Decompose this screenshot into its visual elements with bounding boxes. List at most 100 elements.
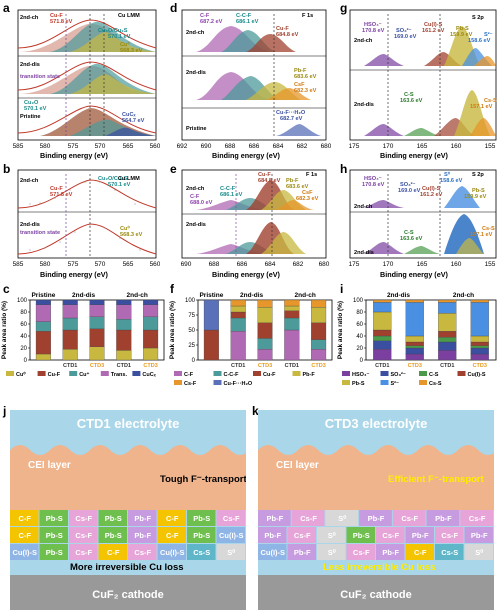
xps-cu-lmm-b: 2nd-ch 2nd-dis Cu-F 571.8 eV Cu₂O/Cu₂S 5…	[13, 169, 160, 268]
cei-block-label: Cs-F	[382, 531, 399, 540]
annotation: 169.0 eV	[394, 34, 417, 40]
x-axis-label: Binding energy (eV)	[40, 151, 108, 160]
y-tick-label: 60	[20, 322, 27, 328]
y-tick-label: 0	[192, 358, 196, 364]
annotation: Cu-F	[50, 186, 63, 192]
row-label: 2nd-dis	[20, 62, 40, 68]
bar-segment	[470, 341, 489, 346]
annotation: Cu₂O	[24, 100, 39, 106]
svg-text:565: 565	[123, 143, 134, 150]
row-label: 2nd-ch	[186, 186, 205, 192]
annotation: 682.3 eV	[296, 196, 319, 202]
bar-segment	[438, 299, 457, 303]
x-axis-label: Binding energy (eV)	[380, 151, 448, 160]
bar-segment	[143, 316, 159, 331]
bar-segment	[143, 329, 159, 349]
cei-block	[69, 510, 98, 526]
panel-label-d: d	[170, 1, 178, 15]
legend-swatch	[457, 371, 466, 376]
cei-block	[10, 510, 39, 526]
bar-segment	[62, 304, 78, 319]
y-tick-label: 25	[188, 343, 195, 349]
bar-segment	[405, 335, 424, 343]
xps-f1s-d: 2nd-ch 2nd-dis Pristine C-F 687.2 eV C-C…	[177, 9, 331, 150]
row-label: 2nd-dis	[354, 250, 374, 256]
bar-segment	[35, 304, 51, 322]
legend-label: CuCₓ	[142, 372, 156, 378]
legend-swatch	[69, 371, 78, 376]
annotation: 684.8 eV	[258, 178, 281, 184]
legend-label: Cs-F	[184, 381, 197, 387]
bar-segment	[284, 305, 300, 311]
cei-block	[69, 544, 98, 560]
svg-text:175: 175	[349, 261, 360, 268]
cei-block-label: Cs-F	[223, 514, 240, 523]
bar-segment	[470, 347, 489, 355]
cei-block	[435, 544, 464, 560]
annotation: 688.0 eV	[190, 200, 213, 206]
schematic-title: CTD3 electrolyte	[325, 416, 428, 431]
y-tick-label: 50	[188, 328, 195, 334]
panel-label-e: e	[170, 162, 177, 176]
legend-swatch	[342, 380, 350, 385]
svg-text:585: 585	[13, 261, 24, 268]
legend-swatch	[100, 371, 109, 376]
annotation: transition state	[20, 74, 60, 80]
bar-segment	[35, 331, 51, 355]
cei-block-label: Pb-F	[435, 514, 452, 523]
bar-segment	[284, 310, 300, 319]
group-label: 2nd-dis	[240, 292, 263, 299]
svg-text:560: 560	[150, 261, 160, 268]
y-tick-label: 100	[17, 298, 28, 304]
svg-text:570: 570	[95, 261, 106, 268]
bar-segment	[230, 311, 246, 319]
annotation: 157.1 eV	[470, 232, 493, 238]
cei-block-label: Cs-F	[441, 531, 458, 540]
panel-label-b: b	[3, 162, 11, 176]
transport-label: Tough F⁻-transport	[160, 474, 246, 485]
x-axis-label: Binding energy (eV)	[380, 270, 448, 279]
y-axis-label: Peak area ratio (%)	[1, 301, 8, 359]
bar-segment	[470, 353, 489, 361]
cei-block	[426, 510, 460, 526]
cei-block	[346, 527, 375, 543]
annotation: CsF	[294, 82, 305, 88]
bar-segment	[373, 349, 392, 361]
bar-segment	[35, 353, 51, 361]
row-label: 2nd-dis	[186, 70, 206, 76]
cei-block	[317, 527, 346, 543]
y-tick-label: 75	[188, 313, 195, 319]
bar-segment	[405, 353, 424, 361]
legend-swatch	[213, 371, 222, 376]
bar-segment	[62, 299, 78, 305]
cei-block-label: Cu(I)-S	[219, 531, 244, 540]
row-label: 2nd-dis	[20, 222, 40, 228]
annotation: C-C-F	[220, 186, 236, 192]
legend-label: S²⁻	[391, 380, 400, 387]
y-tick-label: 100	[353, 298, 364, 304]
bar-segment	[405, 302, 424, 337]
cei-block	[216, 527, 245, 543]
legend-label: C-F	[184, 372, 194, 378]
panel-title: Cu LMM	[118, 13, 140, 19]
bar-segment	[89, 346, 105, 361]
legend-label: Cu⁰	[16, 371, 26, 378]
annotation: 682.7 eV	[280, 116, 303, 122]
bar-segment	[116, 329, 132, 351]
bar-segment	[257, 299, 273, 308]
annotation: 170.8 eV	[362, 182, 385, 188]
panel-title: F 1s	[306, 172, 317, 178]
bar-segment	[62, 317, 78, 331]
cei-block-label: Pb-S	[105, 514, 122, 523]
category-label: CTD3	[408, 363, 422, 369]
cei-block	[157, 527, 186, 543]
cei-block-label: Pb-S	[46, 548, 63, 557]
x-axis-label: Binding energy (eV)	[212, 270, 280, 279]
bar-segment	[438, 302, 457, 314]
bar-segment	[230, 299, 246, 307]
svg-text:684: 684	[273, 143, 284, 150]
cei-block-label: Cs-F	[300, 514, 317, 523]
legend-label: SO₃²⁻	[391, 371, 406, 378]
legend-label: Cu-F···H₂O	[224, 381, 253, 387]
cei-block	[128, 544, 157, 560]
